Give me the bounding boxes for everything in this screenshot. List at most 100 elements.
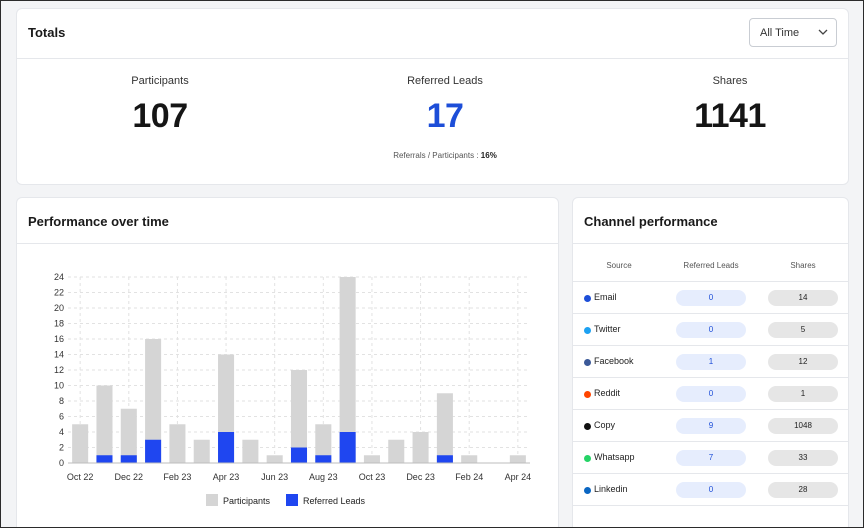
shares-stat: Shares 1141 — [590, 75, 848, 136]
column-source: Source — [606, 261, 632, 270]
x-tick-label: Feb 23 — [163, 472, 191, 482]
channel-source: Copy — [594, 420, 616, 430]
bar-participants — [509, 455, 526, 463]
referred-leads-label: Referred Leads — [407, 75, 483, 87]
performance-title: Performance over time — [28, 214, 169, 229]
bar-referred-leads — [339, 432, 356, 463]
legend-label: Referred Leads — [303, 496, 366, 506]
bar-participants — [388, 439, 405, 463]
channel-leads-value: 0 — [676, 322, 746, 338]
chevron-down-icon — [818, 29, 828, 35]
time-range-select[interactable]: All Time — [749, 18, 837, 47]
x-tick-label: Dec 22 — [115, 472, 144, 482]
bar-participants — [315, 424, 332, 463]
channel-shares-value: 12 — [768, 354, 838, 370]
bar-participants — [339, 277, 356, 463]
y-tick-label: 10 — [54, 381, 64, 391]
channel-leads-value: 9 — [676, 418, 746, 434]
bar-participants — [193, 439, 210, 463]
x-tick-label: Apr 24 — [505, 472, 532, 482]
bar-referred-leads — [290, 447, 308, 463]
channel-color-dot — [584, 327, 591, 334]
x-tick-label: Aug 23 — [309, 472, 338, 482]
y-tick-label: 22 — [54, 288, 64, 298]
bar-participants — [242, 439, 259, 463]
channel-color-dot — [584, 391, 591, 398]
x-tick-label: Feb 24 — [455, 472, 483, 482]
participants-stat: Participants 107 — [20, 75, 300, 136]
bar-participants — [145, 339, 162, 463]
referred-leads-stat: Referred Leads 17 — [305, 75, 585, 136]
channel-source: Twitter — [594, 324, 621, 334]
channel-row: Whatsapp 7 33 — [573, 442, 848, 474]
bar-participants — [266, 455, 283, 463]
totals-header: Totals All Time — [17, 9, 848, 59]
bar-participants — [436, 393, 453, 463]
channel-table-header: Source Referred Leads Shares — [573, 245, 848, 282]
bar-participants — [120, 408, 137, 463]
channel-source: Linkedin — [594, 484, 628, 494]
channel-shares-value: 1048 — [768, 418, 838, 434]
x-tick-label: Dec 23 — [406, 472, 435, 482]
bar-referred-leads — [145, 439, 162, 463]
shares-label: Shares — [712, 75, 748, 87]
x-tick-label: Oct 23 — [359, 472, 386, 482]
time-range-value: All Time — [760, 27, 800, 39]
performance-header: Performance over time — [17, 198, 558, 244]
bar-participants — [461, 455, 478, 463]
column-referred-leads: Referred Leads — [683, 261, 739, 270]
channel-leads-value: 0 — [676, 482, 746, 498]
channel-shares-value: 5 — [768, 322, 838, 338]
bar-referred-leads — [218, 432, 235, 463]
y-tick-label: 20 — [54, 303, 64, 313]
channel-shares-value: 1 — [768, 386, 838, 402]
bar-referred-leads — [120, 455, 137, 463]
legend-swatch — [206, 494, 218, 506]
column-shares: Shares — [790, 261, 816, 270]
y-tick-label: 0 — [59, 458, 64, 468]
channel-shares-value: 14 — [768, 290, 838, 306]
channel-row: Reddit 0 1 — [573, 378, 848, 410]
channel-performance-card: Channel performance Source Referred Lead… — [572, 197, 849, 528]
channel-title: Channel performance — [584, 214, 718, 229]
y-tick-label: 6 — [59, 412, 64, 422]
referral-ratio-label: Referrals / Participants : — [393, 151, 479, 160]
channel-shares-value: 33 — [768, 450, 838, 466]
shares-value: 1141 — [694, 97, 766, 135]
legend-label: Participants — [223, 496, 271, 506]
channel-source: Reddit — [594, 388, 621, 398]
performance-card: Performance over time 0 2 4 6 8 10 12 14 16 18 20 2… — [16, 197, 559, 528]
y-tick-label: 2 — [59, 443, 64, 453]
y-tick-label: 4 — [59, 427, 64, 437]
channel-row: Twitter 0 5 — [573, 314, 848, 346]
channel-color-dot — [584, 455, 591, 462]
totals-title: Totals — [28, 25, 66, 40]
channel-header: Channel performance — [573, 198, 848, 244]
channel-source: Email — [594, 292, 617, 302]
bar-participants — [72, 424, 89, 463]
y-tick-label: 24 — [54, 272, 64, 282]
totals-card: Totals All Time Participants 107 Referre… — [16, 8, 849, 185]
channel-row: Linkedin 0 28 — [573, 474, 848, 506]
bar-referred-leads — [436, 455, 453, 463]
x-tick-label: Apr 23 — [213, 472, 240, 482]
channel-leads-value: 1 — [676, 354, 746, 370]
bar-participants — [169, 424, 186, 463]
channel-shares-value: 28 — [768, 482, 838, 498]
channel-color-dot — [584, 359, 591, 366]
participants-value: 107 — [132, 97, 188, 135]
channel-color-dot — [584, 423, 591, 430]
channel-leads-value: 0 — [676, 386, 746, 402]
channel-leads-value: 7 — [676, 450, 746, 466]
channel-row: Copy 9 1048 — [573, 410, 848, 442]
participants-label: Participants — [131, 75, 189, 87]
bar-participants — [96, 385, 113, 463]
channel-color-dot — [584, 295, 591, 302]
bar-participants — [363, 455, 380, 463]
bar-referred-leads — [315, 455, 332, 463]
bar-referred-leads — [96, 455, 113, 463]
y-tick-label: 16 — [54, 334, 64, 344]
channel-row: Facebook 1 12 — [573, 346, 848, 378]
x-tick-label: Oct 22 — [67, 472, 94, 482]
